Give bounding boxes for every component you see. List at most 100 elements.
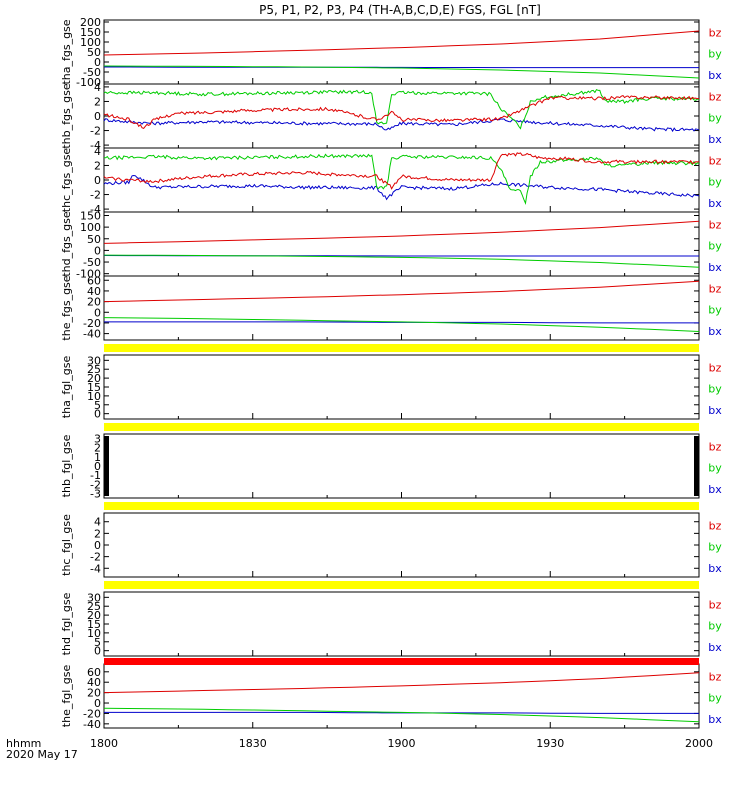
y-tick-label: 0 (94, 645, 101, 658)
legend-bx: bx (708, 325, 722, 338)
panel-2: 42 0 -2-4 thb_fgs_gse bz by bx (60, 81, 722, 152)
y-tick-label: -2 (90, 189, 101, 202)
x-axis-date-label: 2020 May 17 (6, 748, 78, 761)
y-tick-label: 4 (94, 81, 101, 94)
legend-by: by (708, 304, 722, 317)
y-axis-label: tha_fgl_gse (60, 356, 73, 419)
legend-by: by (708, 692, 722, 705)
y-tick-label: 0 (94, 697, 101, 710)
y-tick-label: 0 (94, 460, 101, 473)
y-tick-label: 3 (94, 433, 101, 446)
y-tick-label: 40 (87, 285, 101, 298)
y-tick-label: -2 (90, 125, 101, 138)
legend-bx: bx (708, 404, 722, 417)
legend-bx: bx (708, 133, 722, 146)
series-line-bz (103, 152, 700, 190)
y-tick-label: 2 (94, 527, 101, 540)
series-line-bz (103, 672, 700, 694)
y-tick-label: 60 (87, 274, 101, 287)
plot-title: P5, P1, P2, P3, P4 (TH-A,B,C,D,E) FGS, F… (259, 3, 541, 17)
x-tick-label: 1930 (536, 737, 564, 750)
y-tick-label: 20 (87, 296, 101, 309)
legend-bx: bx (708, 483, 722, 496)
y-tick-label: 100 (80, 36, 101, 49)
y-tick-label: 20 (87, 609, 101, 622)
panel-frame (103, 433, 700, 499)
y-tick-label: 150 (80, 209, 101, 222)
y-axis-label: thd_fgs_gse (60, 211, 73, 277)
data-edge-bar-right (694, 436, 699, 496)
series-line-bx (103, 118, 700, 133)
data-edge-bar-left (104, 436, 109, 496)
status-bar-2 (104, 423, 699, 431)
y-tick-label: 10 (87, 390, 101, 403)
legend-bz: bz (709, 91, 722, 104)
status-bar-3 (104, 502, 699, 510)
y-tick-label: -4 (90, 562, 101, 575)
x-axis: 1800 1830 1900 1930 2000 (90, 737, 713, 750)
y-tick-label: 15 (87, 618, 101, 631)
series-line-bz (103, 220, 700, 244)
panel-frame (103, 275, 700, 341)
y-tick-label: 50 (87, 233, 101, 246)
status-bar-4 (104, 581, 699, 589)
y-tick-label: 60 (87, 666, 101, 679)
series-line-by (103, 88, 700, 130)
legend-bz: bz (709, 671, 722, 684)
y-tick-label: -100 (76, 76, 101, 89)
legend-by: by (708, 620, 722, 633)
y-tick-label: 0 (94, 110, 101, 123)
y-tick-label: 20 (87, 687, 101, 700)
legend-by: by (708, 176, 722, 189)
legend-bz: bz (709, 283, 722, 296)
y-tick-label: 4 (94, 516, 101, 529)
legend-bz: bz (709, 155, 722, 168)
y-tick-label: 4 (94, 145, 101, 158)
y-tick-label: 20 (87, 372, 101, 385)
status-bar-5 (104, 658, 699, 665)
legend-by: by (708, 48, 722, 61)
panel-frame (103, 354, 700, 420)
series-line-bz (103, 30, 700, 56)
y-tick-label: 5 (94, 399, 101, 412)
y-axis-label: thd_fgl_gse (60, 592, 73, 655)
x-tick-label: 1900 (388, 737, 416, 750)
y-tick-label: -40 (83, 718, 101, 731)
status-bar-1 (104, 344, 699, 352)
y-tick-label: 2 (94, 159, 101, 172)
x-tick-label: 2000 (685, 737, 713, 750)
panel-frame (103, 19, 700, 85)
y-tick-label: 25 (87, 363, 101, 376)
y-axis-label: the_fgs_gse (60, 275, 73, 340)
y-axis-label: thc_fgs_gse (60, 148, 73, 213)
y-tick-label: -20 (83, 317, 101, 330)
y-axis-label: the_fgl_gse (60, 665, 73, 728)
legend-bz: bz (709, 520, 722, 533)
panel-frame (103, 147, 700, 213)
legend-bz: bz (709, 27, 722, 40)
legend-bz: bz (709, 599, 722, 612)
legend-bx: bx (708, 197, 722, 210)
series-line-bx (103, 174, 700, 201)
legend-bx: bx (708, 69, 722, 82)
y-tick-label: -50 (83, 66, 101, 79)
y-tick-label: 10 (87, 627, 101, 640)
series-line-bx (104, 66, 699, 69)
legend-bx: bx (708, 261, 722, 274)
y-axis-label: tha_fgs_gse (60, 19, 73, 84)
y-tick-label: 200 (80, 16, 101, 29)
y-tick-label: 0 (94, 408, 101, 421)
panel-frame (103, 591, 700, 657)
x-axis-unit-label: hhmm (6, 737, 41, 750)
legend-by: by (708, 240, 722, 253)
y-tick-label: 15 (87, 381, 101, 394)
legend-by: by (708, 462, 722, 475)
y-tick-label: 100 (80, 221, 101, 234)
